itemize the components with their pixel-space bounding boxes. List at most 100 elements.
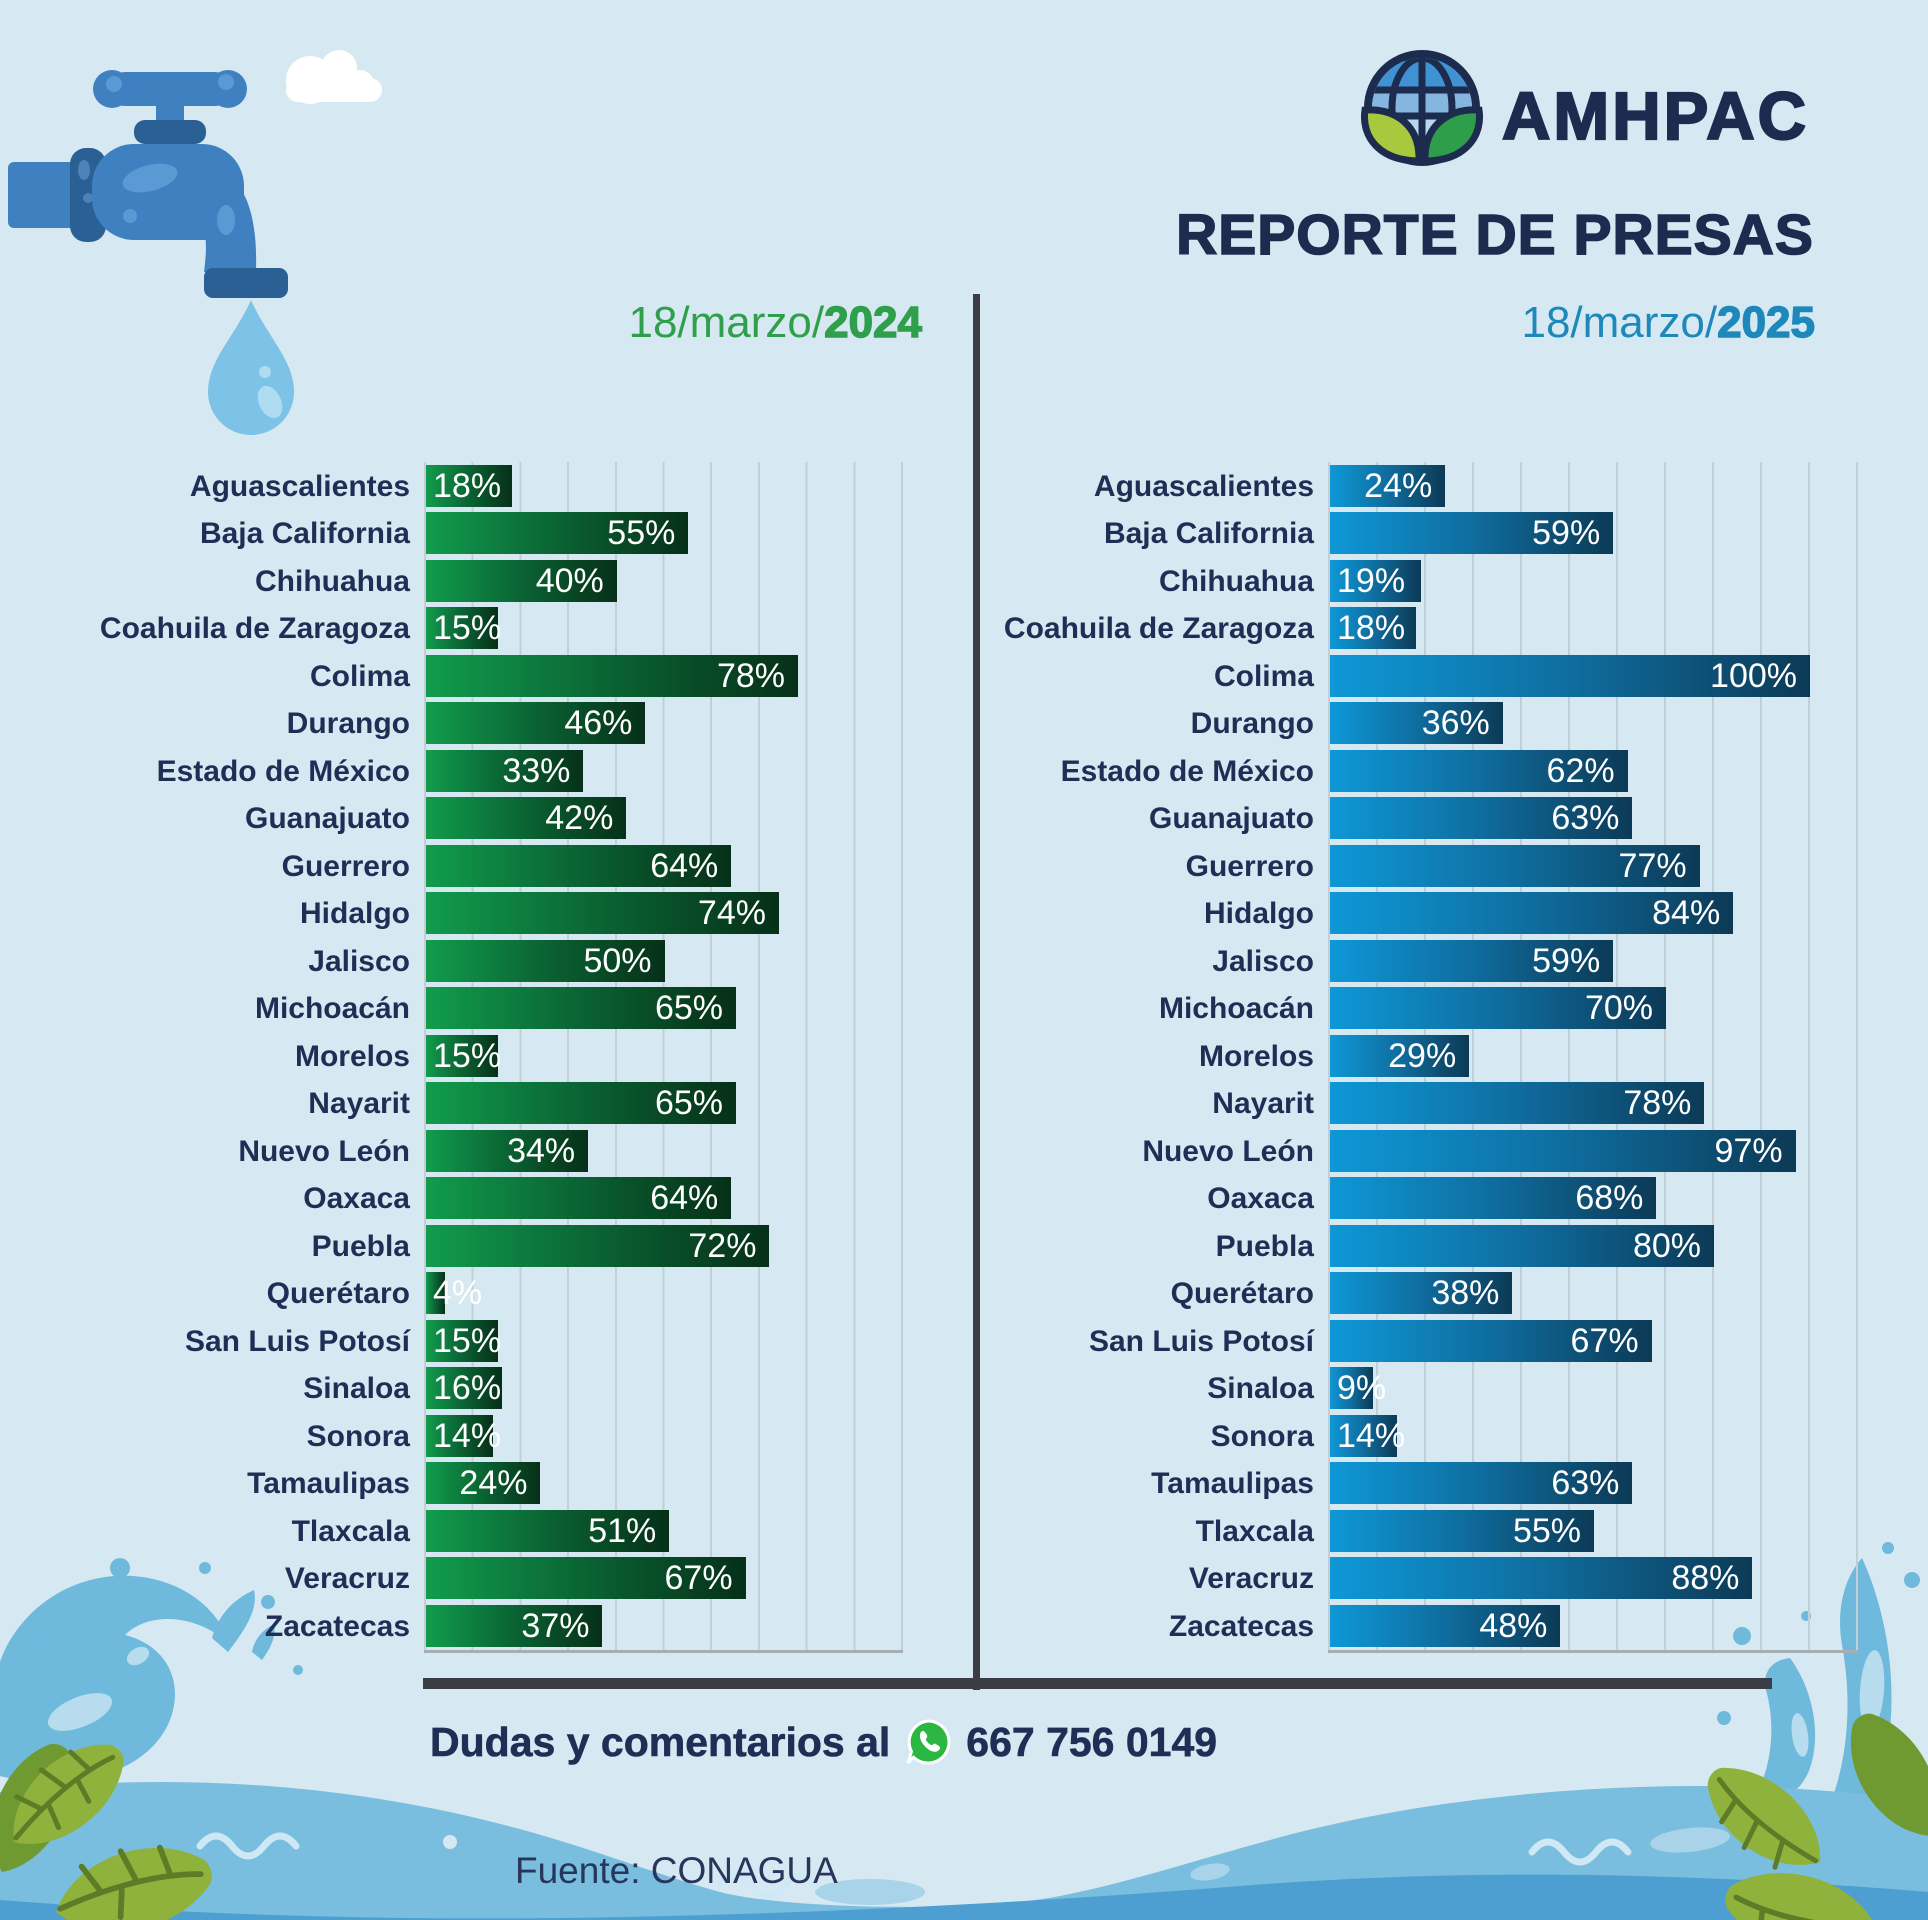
date-year-2025: 2025: [1716, 297, 1815, 347]
bar-value: 55%: [1512, 1511, 1581, 1550]
bar-value: 65%: [654, 989, 724, 1028]
state-label: Sinaloa: [1207, 1372, 1314, 1406]
bar-value: 80%: [1632, 1226, 1701, 1265]
state-label: Hidalgo: [300, 897, 410, 931]
state-label: Guanajuato: [1148, 802, 1314, 836]
amhpac-globe-icon: [1360, 50, 1484, 166]
bar: 42%: [426, 797, 627, 840]
bar-value: 88%: [1671, 1559, 1740, 1598]
date-label-2025: 18/marzo/2025: [1385, 296, 1815, 350]
bar-value: 77%: [1618, 846, 1687, 885]
bar-value: 24%: [1364, 466, 1433, 505]
bar-value: 19%: [1337, 561, 1406, 600]
wave-decoration: [0, 1542, 1928, 1920]
bar-value: 78%: [1623, 1084, 1692, 1123]
bar: 9%: [1330, 1367, 1386, 1410]
contact-phone: 667 756 0149: [966, 1718, 1218, 1765]
bar: 18%: [426, 464, 512, 507]
bar-value: 74%: [697, 894, 766, 933]
bar: 78%: [1330, 1082, 1705, 1125]
bar-value: 63%: [1551, 1464, 1620, 1503]
bar: 51%: [426, 1509, 670, 1552]
bar: 74%: [426, 892, 779, 935]
bar-value: 70%: [1584, 989, 1653, 1028]
bar-value: 38%: [1431, 1274, 1500, 1313]
brand-name: AMHPAC: [1501, 79, 1810, 154]
water-drop-icon: [208, 300, 294, 435]
state-label: Tlaxcala: [291, 1514, 410, 1548]
bar-value: 64%: [650, 846, 719, 885]
bar: 18%: [1330, 607, 1417, 650]
bar: 78%: [426, 654, 799, 697]
bar: 64%: [426, 1177, 732, 1220]
state-label: Nuevo León: [1142, 1134, 1314, 1168]
bar-value: 42%: [545, 799, 614, 838]
bar-value: 72%: [688, 1226, 757, 1265]
bar: 33%: [426, 749, 584, 792]
bar-value: 100%: [1710, 656, 1797, 695]
bar: 15%: [426, 1034, 502, 1077]
bar-value: 67%: [1570, 1321, 1639, 1360]
bar: 19%: [1330, 559, 1422, 602]
bar: 100%: [1330, 654, 1810, 697]
bar-value: 84%: [1652, 894, 1721, 933]
bar-value: 16%: [433, 1369, 502, 1408]
bar-value: 18%: [433, 466, 502, 505]
bar: 72%: [426, 1224, 770, 1267]
bar-value: 97%: [1714, 1131, 1783, 1170]
state-label: Jalisco: [308, 944, 410, 978]
bar: 84%: [1330, 892, 1734, 935]
state-label: San Luis Potosí: [1088, 1324, 1314, 1358]
bar: 77%: [1330, 844, 1700, 887]
bar: 55%: [1330, 1509, 1594, 1552]
bar: 67%: [1330, 1319, 1652, 1362]
bar-value: 37%: [521, 1606, 590, 1645]
state-label: Michoacán: [254, 992, 410, 1026]
whatsapp-icon: [906, 1719, 951, 1765]
state-label: Sonora: [306, 1419, 410, 1453]
bar: 40%: [426, 559, 617, 602]
bar: 34%: [426, 1129, 589, 1172]
bar: 70%: [1330, 987, 1666, 1030]
state-label: Colima: [309, 659, 410, 693]
date-year-2024: 2024: [823, 297, 922, 347]
bar-value: 18%: [1337, 609, 1406, 648]
state-label: Veracruz: [1188, 1562, 1314, 1596]
bar: 97%: [1330, 1129, 1796, 1172]
state-label: Durango: [286, 707, 410, 741]
state-label: Querétaro: [1170, 1277, 1314, 1311]
bar-value: 15%: [433, 1321, 502, 1360]
bar: 16%: [426, 1367, 503, 1410]
bar: 68%: [1330, 1177, 1657, 1220]
state-label: Oaxaca: [1207, 1182, 1314, 1216]
bar-value: 68%: [1575, 1179, 1644, 1218]
bar-value: 55%: [607, 514, 676, 553]
bar-value: 4%: [433, 1274, 483, 1313]
bar: 65%: [426, 987, 737, 1030]
bar: 37%: [426, 1604, 603, 1647]
cloud-icon: [286, 50, 382, 104]
state-label: Oaxaca: [303, 1182, 410, 1216]
date-label-2024: 18/marzo/2024: [492, 296, 922, 350]
state-label: Guerrero: [1185, 849, 1314, 883]
bar: 62%: [1330, 749, 1628, 792]
bar: 65%: [426, 1082, 737, 1125]
bar: 4%: [426, 1272, 482, 1315]
bar-value: 46%: [564, 704, 633, 743]
state-label: Estado de México: [156, 754, 410, 788]
state-label: Puebla: [1215, 1229, 1314, 1263]
source-note: Fuente: CONAGUA: [515, 1850, 838, 1891]
bar-value: 62%: [1546, 751, 1615, 790]
bar: 63%: [1330, 1462, 1633, 1505]
bottom-rule: [423, 1678, 1772, 1689]
state-label: San Luis Potosí: [184, 1324, 410, 1358]
bar-value: 15%: [433, 609, 502, 648]
state-label: Jalisco: [1212, 944, 1314, 978]
state-label: Chihuahua: [1159, 564, 1314, 598]
date-prefix-2024: 18/marzo/: [628, 298, 825, 347]
bar-value: 15%: [433, 1036, 502, 1075]
bar-value: 14%: [1337, 1416, 1406, 1455]
state-label: Tamaulipas: [247, 1467, 410, 1501]
faucet-icon: [8, 50, 382, 435]
bar: 15%: [426, 607, 502, 650]
